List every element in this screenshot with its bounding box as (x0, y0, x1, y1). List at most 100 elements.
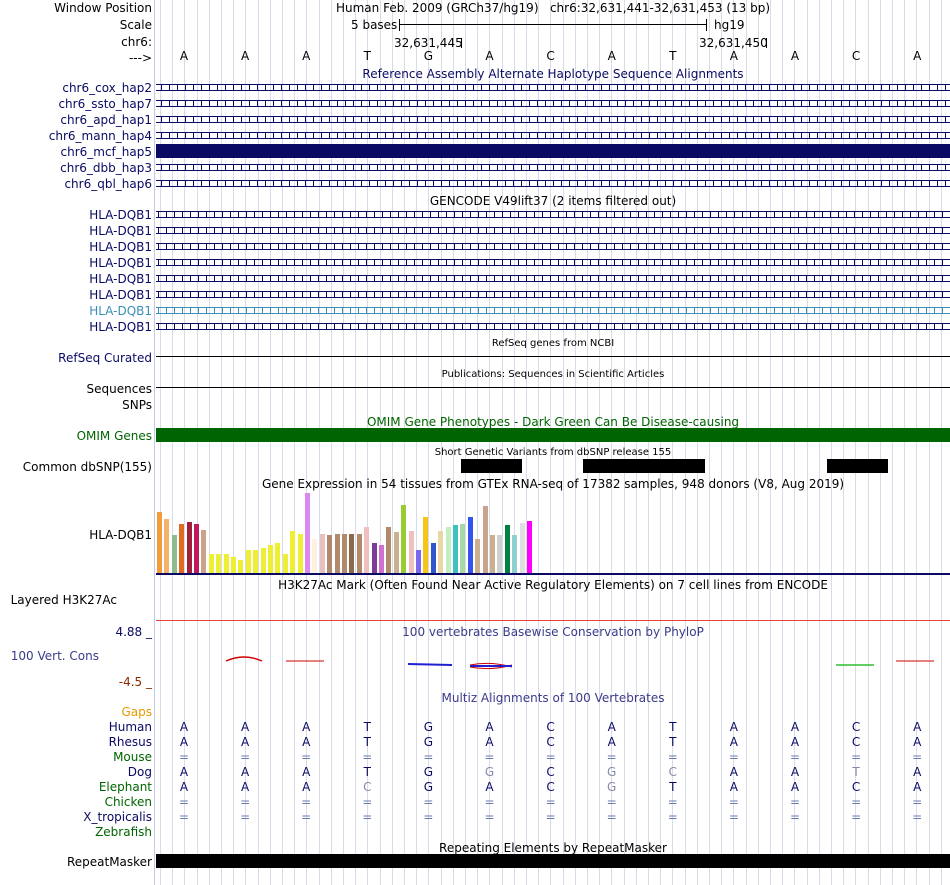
gtex-tissue-bar[interactable] (282, 554, 288, 573)
gtex-tissue-bar[interactable] (334, 534, 340, 573)
gtex-tissue-bar[interactable] (512, 535, 518, 573)
gtex-tissue-bar[interactable] (423, 517, 429, 573)
gencode-label-4[interactable]: HLA-DQB1 (89, 256, 152, 270)
gtex-tissue-bar[interactable] (194, 524, 199, 573)
gtex-tissue-bar[interactable] (186, 522, 192, 573)
gtex-tissue-bar[interactable] (342, 534, 347, 573)
omim-feature[interactable] (156, 428, 950, 442)
gencode-feature-4[interactable] (156, 259, 950, 266)
gtex-chart[interactable] (156, 491, 536, 573)
gtex-tissue-bar[interactable] (490, 535, 495, 573)
gtex-tissue-bar[interactable] (401, 505, 407, 573)
multiz-species-label[interactable]: Elephant (98, 780, 152, 794)
gtex-tissue-bar[interactable] (260, 548, 266, 573)
dbsnp-label[interactable]: Common dbSNP(155) (22, 460, 152, 474)
gtex-tissue-bar[interactable] (356, 534, 362, 573)
gtex-tissue-bar[interactable] (179, 524, 185, 573)
dbsnp-variant-2[interactable] (583, 459, 705, 473)
gtex-tissue-bar[interactable] (371, 543, 377, 573)
alt-haplo-feature-7[interactable] (156, 180, 950, 187)
gtex-tissue-bar[interactable] (268, 545, 273, 573)
rmsk-label[interactable]: RepeatMasker (66, 855, 152, 869)
alt-haplo-feature-1[interactable] (156, 84, 950, 91)
gtex-tissue-bar[interactable] (216, 554, 222, 573)
gtex-tissue-bar[interactable] (223, 554, 229, 573)
gtex-tissue-bar[interactable] (379, 545, 384, 573)
gtex-tissue-bar[interactable] (312, 539, 318, 573)
gtex-tissue-bar[interactable] (164, 519, 170, 573)
h3k27ac-label[interactable]: Layered H3K27Ac (10, 593, 117, 607)
gtex-tissue-bar[interactable] (527, 521, 532, 573)
gtex-tissue-bar[interactable] (504, 525, 510, 573)
track-area[interactable]: Human Feb. 2009 (GRCh37/hg19) chr6:32,63… (156, 0, 950, 885)
gtex-tissue-bar[interactable] (475, 539, 481, 573)
gtex-tissue-bar[interactable] (349, 534, 355, 573)
alt-haplo-label-5[interactable]: chr6_mcf_hap5 (60, 145, 153, 159)
gencode-feature-8[interactable] (156, 323, 950, 330)
gtex-tissue-bar[interactable] (430, 543, 436, 573)
gtex-tissue-bar[interactable] (416, 550, 421, 573)
gtex-tissue-bar[interactable] (305, 493, 310, 573)
gtex-tissue-bar[interactable] (208, 554, 214, 573)
gtex-tissue-bar[interactable] (364, 527, 370, 573)
gencode-feature-5[interactable] (156, 275, 950, 282)
gtex-tissue-bar[interactable] (231, 557, 236, 573)
gtex-tissue-bar[interactable] (275, 543, 281, 573)
multiz-species-label[interactable]: Mouse (113, 750, 152, 764)
gtex-tissue-bar[interactable] (460, 524, 466, 573)
gtex-label[interactable]: HLA-DQB1 (89, 528, 152, 542)
gencode-feature-2[interactable] (156, 227, 950, 234)
gtex-tissue-bar[interactable] (519, 523, 525, 573)
multiz-species-label[interactable]: Zebrafish (95, 825, 152, 839)
gencode-feature-1[interactable] (156, 211, 950, 218)
gtex-tissue-bar[interactable] (201, 530, 207, 573)
multiz-species-label[interactable]: Dog (127, 765, 152, 779)
gtex-tissue-bar[interactable] (171, 535, 177, 573)
multiz-species-label[interactable]: X_tropicalis (83, 810, 152, 824)
multiz-species-label[interactable]: Rhesus (108, 735, 152, 749)
gtex-tissue-bar[interactable] (393, 532, 399, 573)
alt-haplo-feature-2[interactable] (156, 100, 950, 107)
alt-haplo-feature-3[interactable] (156, 116, 950, 123)
multiz-species-label[interactable]: Human (108, 720, 152, 734)
gtex-tissue-bar[interactable] (467, 517, 473, 573)
gencode-label-2[interactable]: HLA-DQB1 (89, 224, 152, 238)
gencode-feature-6[interactable] (156, 291, 950, 298)
pubs-label-sequences[interactable]: Sequences (86, 382, 152, 396)
multiz-species-label[interactable]: Gaps (121, 705, 152, 719)
omim-label[interactable]: OMIM Genes (76, 429, 152, 443)
gencode-label-5[interactable]: HLA-DQB1 (89, 272, 152, 286)
alt-haplo-feature-5[interactable] (156, 144, 950, 158)
gencode-label-1[interactable]: HLA-DQB1 (89, 208, 152, 222)
cons-label[interactable]: 100 Vert. Cons (10, 649, 99, 663)
alt-haplo-label-2[interactable]: chr6_ssto_hap7 (58, 97, 152, 111)
gtex-tissue-bar[interactable] (386, 527, 392, 573)
refseq-label[interactable]: RefSeq Curated (58, 351, 152, 365)
alt-haplo-label-6[interactable]: chr6_dbb_hap3 (60, 161, 152, 175)
gencode-feature-7[interactable] (156, 307, 950, 314)
gtex-tissue-bar[interactable] (157, 512, 162, 573)
gtex-tissue-bar[interactable] (438, 531, 444, 573)
dbsnp-variant-1[interactable] (461, 459, 522, 473)
dbsnp-variant-3[interactable] (827, 459, 888, 473)
gencode-feature-3[interactable] (156, 243, 950, 250)
gtex-tissue-bar[interactable] (253, 550, 259, 573)
gencode-label-7[interactable]: HLA-DQB1 (89, 304, 152, 318)
gencode-label-3[interactable]: HLA-DQB1 (89, 240, 152, 254)
alt-haplo-feature-6[interactable] (156, 164, 950, 171)
gtex-tissue-bar[interactable] (453, 525, 458, 573)
gtex-tissue-bar[interactable] (238, 560, 244, 573)
gtex-tissue-bar[interactable] (408, 531, 414, 573)
alt-haplo-label-1[interactable]: chr6_cox_hap2 (62, 81, 152, 95)
rmsk-feature[interactable] (156, 854, 950, 868)
cons-wiggle[interactable] (156, 645, 950, 680)
gtex-tissue-bar[interactable] (297, 534, 303, 573)
gtex-tissue-bar[interactable] (327, 535, 333, 573)
gtex-tissue-bar[interactable] (482, 506, 488, 573)
gtex-tissue-bar[interactable] (497, 535, 503, 573)
gtex-tissue-bar[interactable] (245, 550, 251, 573)
alt-haplo-label-3[interactable]: chr6_apd_hap1 (60, 113, 152, 127)
gtex-tissue-bar[interactable] (290, 531, 296, 573)
alt-haplo-label-4[interactable]: chr6_mann_hap4 (48, 129, 152, 143)
pubs-label-snps[interactable]: SNPs (122, 398, 152, 412)
